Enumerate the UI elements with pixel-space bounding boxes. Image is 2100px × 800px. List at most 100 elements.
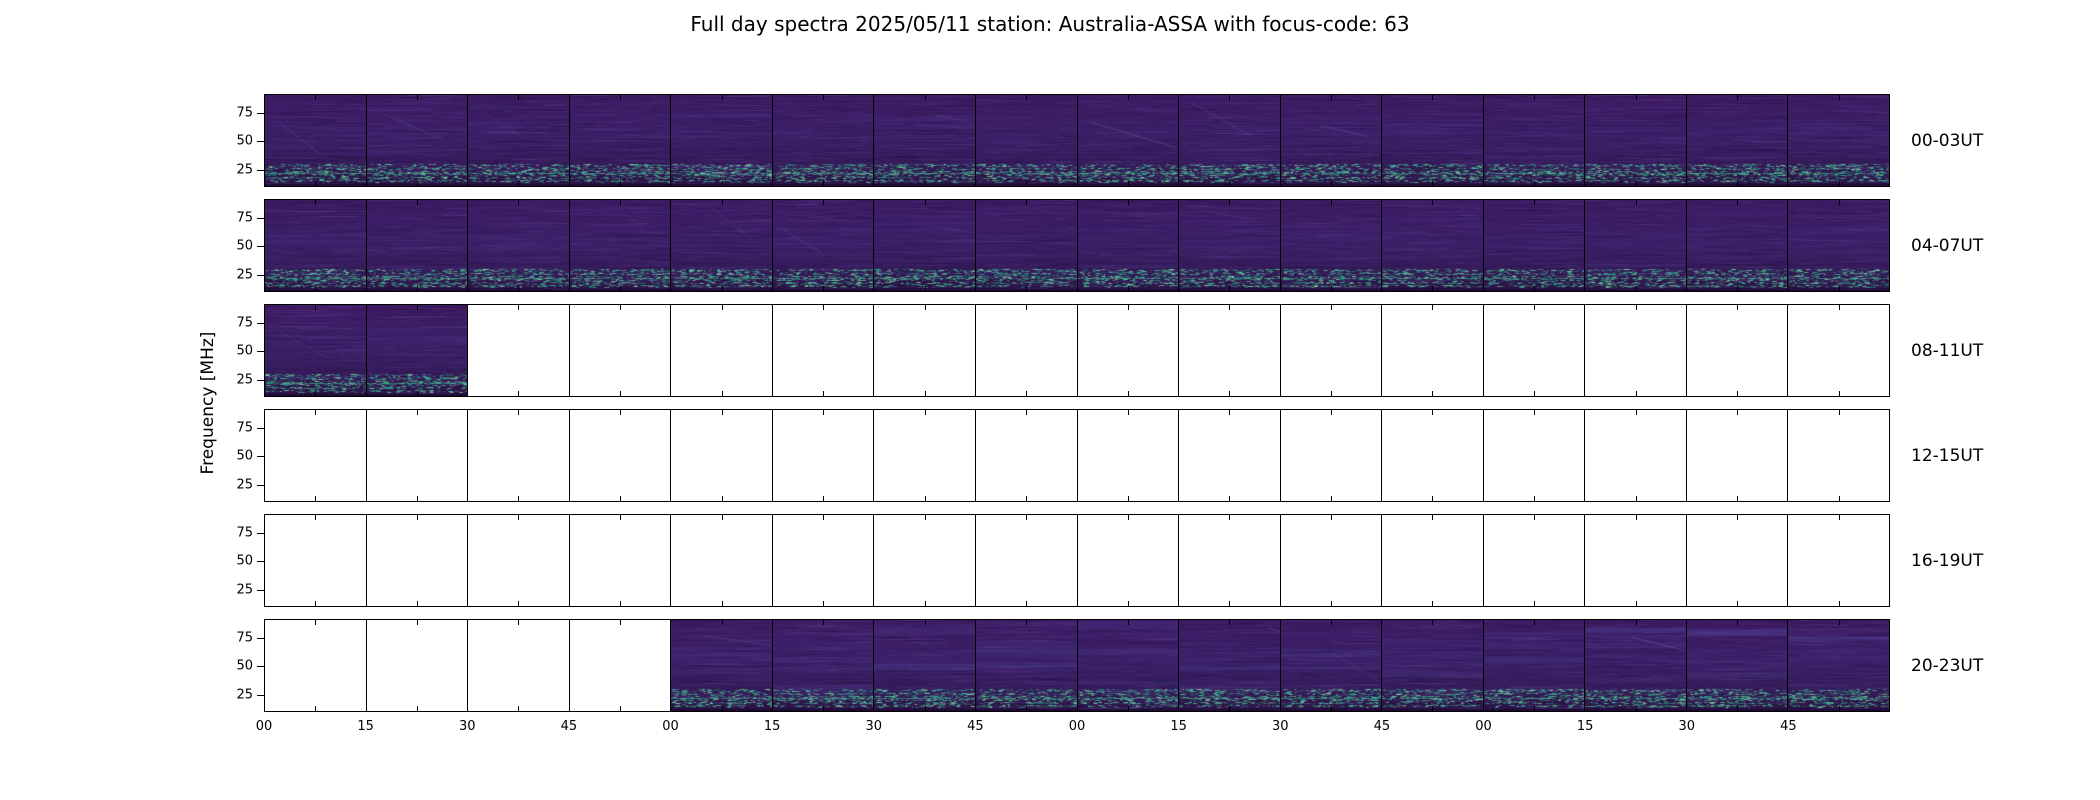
x-tick-label: 45 xyxy=(560,719,578,734)
x-tick-mark xyxy=(619,496,621,501)
empty-panel xyxy=(873,410,975,501)
y-tick-mark xyxy=(257,141,264,143)
x-tick-mark xyxy=(416,305,418,310)
x-tick-label: 45 xyxy=(1373,719,1391,734)
x-tick-mark xyxy=(1330,391,1332,396)
x-tick-mark xyxy=(1229,181,1231,186)
empty-panel xyxy=(1076,305,1179,396)
x-tick-mark xyxy=(1432,601,1434,606)
spectrogram-canvas xyxy=(975,200,1077,291)
spectrogram-panel xyxy=(974,200,1077,291)
spectrogram-panel xyxy=(873,95,975,186)
y-tick-mark xyxy=(257,169,264,171)
x-tick-mark xyxy=(619,391,621,396)
x-tick-mark xyxy=(1330,305,1332,310)
x-tick-mark xyxy=(416,515,418,520)
x-tick-mark xyxy=(619,410,621,415)
spectrogram-canvas xyxy=(1179,200,1280,291)
x-tick-mark xyxy=(619,95,621,100)
y-tick-label: 50 xyxy=(236,658,253,674)
spectrogram-canvas xyxy=(1280,200,1382,291)
x-tick-mark xyxy=(315,391,317,396)
x-tick-mark xyxy=(1026,620,1028,625)
x-tick-mark xyxy=(1229,305,1231,310)
empty-panel xyxy=(771,515,874,606)
spectrogram-panel xyxy=(1787,95,1889,186)
x-tick-mark xyxy=(1229,391,1231,396)
spectrogram-canvas xyxy=(1585,200,1686,291)
x-tick-mark xyxy=(1026,181,1028,186)
spectrogram-canvas xyxy=(366,305,468,396)
empty-panel xyxy=(265,620,366,711)
x-tick-label: 15 xyxy=(1576,719,1594,734)
x-tick-mark xyxy=(416,601,418,606)
y-tick-label: 75 xyxy=(236,525,253,541)
x-tick-mark xyxy=(1737,305,1739,310)
x-tick-mark xyxy=(924,620,926,625)
spectrogram-panel xyxy=(1178,95,1280,186)
spectrogram-canvas xyxy=(1686,95,1788,186)
spectrogram-panel xyxy=(1076,200,1179,291)
spectrogram-panel xyxy=(265,200,366,291)
spectrogram-panel xyxy=(365,200,468,291)
spectrogram-panel xyxy=(1178,620,1280,711)
spectrogram-panel xyxy=(365,95,468,186)
x-tick-mark xyxy=(823,601,825,606)
x-tick-mark xyxy=(518,620,520,625)
x-tick-mark xyxy=(1737,286,1739,291)
x-tick-mark xyxy=(1127,706,1129,711)
x-tick-mark xyxy=(1737,620,1739,625)
x-tick-mark xyxy=(518,305,520,310)
spectrogram-canvas xyxy=(1382,620,1483,711)
x-tick-mark xyxy=(1635,181,1637,186)
spectrogram-canvas xyxy=(1382,95,1483,186)
x-tick-mark xyxy=(518,286,520,291)
x-tick-mark xyxy=(1330,620,1332,625)
y-tick-mark xyxy=(257,484,264,486)
x-tick-mark xyxy=(1534,410,1536,415)
x-tick-mark xyxy=(518,181,520,186)
x-tick-mark xyxy=(823,410,825,415)
empty-panel xyxy=(365,515,468,606)
x-tick-mark xyxy=(1330,95,1332,100)
empty-panel xyxy=(568,305,671,396)
row-time-label: 12-15UT xyxy=(1911,445,1984,466)
spectra-row: 75 50 25 12-15UT xyxy=(236,409,1983,502)
x-tick-mark xyxy=(1432,706,1434,711)
x-tick-mark xyxy=(1127,95,1129,100)
x-tick-mark xyxy=(1127,181,1129,186)
x-tick-mark xyxy=(619,515,621,520)
spectrogram-canvas xyxy=(1077,200,1179,291)
x-tick-mark xyxy=(1534,181,1536,186)
spectrogram-panel xyxy=(467,200,569,291)
x-tick-mark xyxy=(1432,620,1434,625)
x-tick-mark xyxy=(924,200,926,205)
empty-panel xyxy=(1482,410,1585,501)
x-tick-mark xyxy=(518,95,520,100)
y-tick-mark xyxy=(257,218,264,220)
x-tick-mark xyxy=(1432,391,1434,396)
x-tick-mark xyxy=(924,305,926,310)
x-tick-mark xyxy=(416,181,418,186)
empty-panel xyxy=(1787,410,1889,501)
spectrogram-canvas xyxy=(569,200,671,291)
x-tick-mark xyxy=(1635,286,1637,291)
row-time-label: 04-07UT xyxy=(1911,235,1984,256)
x-tick-mark xyxy=(416,410,418,415)
x-tick-mark xyxy=(1330,496,1332,501)
x-tick-mark xyxy=(924,391,926,396)
spectrogram-panel xyxy=(1178,200,1280,291)
x-tick-label: 30 xyxy=(1678,719,1696,734)
spectrogram-canvas xyxy=(1179,95,1280,186)
spectrogram-canvas xyxy=(1788,620,1889,711)
x-tick-mark xyxy=(1838,305,1840,310)
empty-panel xyxy=(568,410,671,501)
x-tick-mark xyxy=(924,496,926,501)
y-tick-mark xyxy=(257,351,264,353)
empty-panel xyxy=(1482,515,1585,606)
spectrogram-panel xyxy=(670,620,772,711)
spectrogram-panel xyxy=(771,95,874,186)
x-tick-mark xyxy=(1838,286,1840,291)
x-tick-mark xyxy=(721,496,723,501)
spectrogram-canvas xyxy=(1483,95,1585,186)
